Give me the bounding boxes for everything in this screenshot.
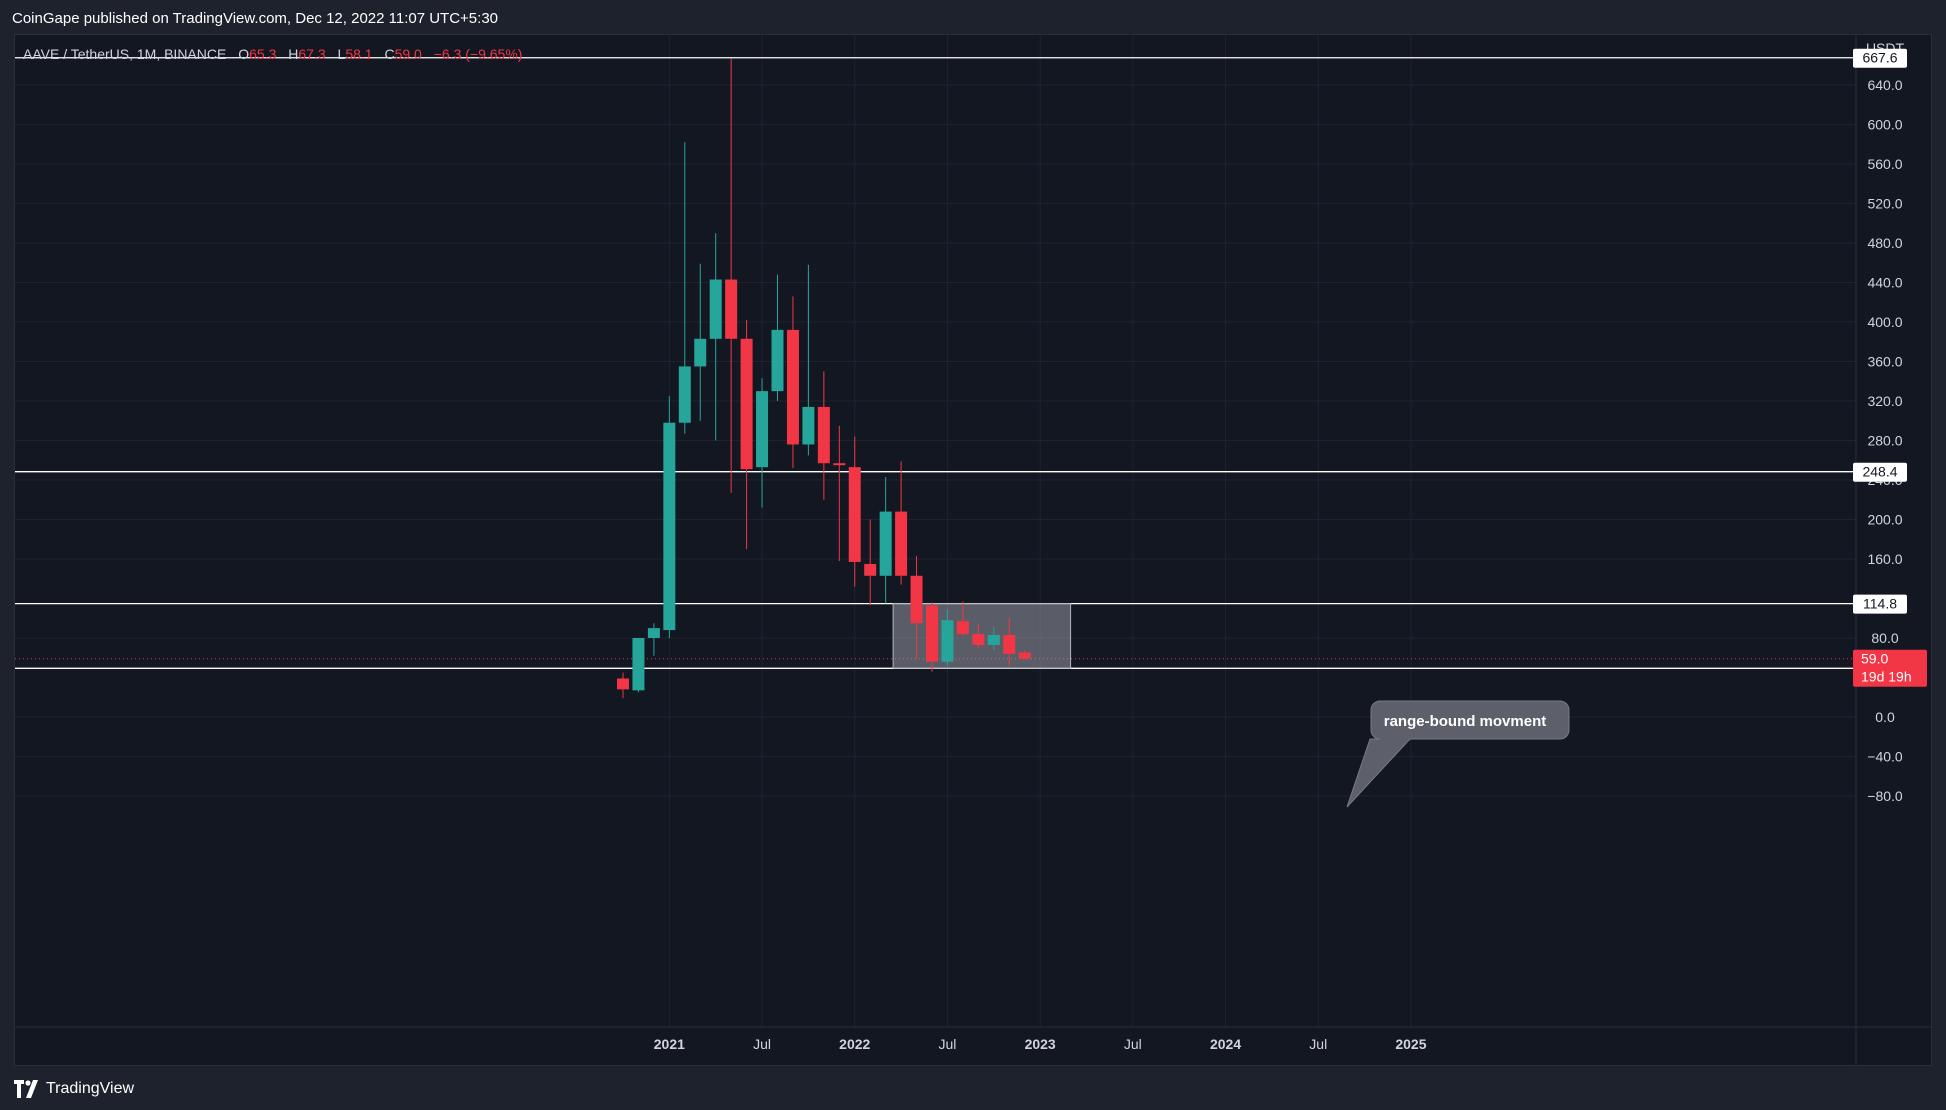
legend-c-value: 59.0 [395, 46, 422, 62]
price-tick-label: 160.0 [1867, 551, 1902, 567]
candle-body[interactable] [786, 329, 799, 445]
tradingview-logo-icon [14, 1080, 38, 1098]
candle-body[interactable] [956, 621, 969, 635]
candle-body[interactable] [1018, 652, 1031, 659]
candle-body[interactable] [879, 511, 892, 576]
price-tick-label: 360.0 [1867, 354, 1902, 370]
price-tick-label: 520.0 [1867, 196, 1902, 212]
legend-change: −6.3 (−9.65%) [434, 46, 523, 62]
chart-frame[interactable]: USDT 640.0 600.0 560.0 520.0 480.0 440.0 400.0… [14, 34, 1932, 1066]
candle-body[interactable] [1003, 635, 1016, 654]
legend-h-value: 67.3 [298, 46, 325, 62]
candle-body[interactable] [663, 422, 676, 631]
price-tick-label: 200.0 [1867, 512, 1902, 528]
candle-body[interactable] [987, 635, 1000, 645]
candle-body[interactable] [972, 634, 985, 645]
candle-body[interactable] [848, 467, 861, 562]
price-tick-label: 640.0 [1867, 77, 1902, 93]
candle-body[interactable] [756, 391, 769, 468]
price-tick-label: 480.0 [1867, 235, 1902, 251]
price-tick-label: 560.0 [1867, 156, 1902, 172]
candle-body[interactable] [678, 366, 691, 423]
time-axis[interactable]: 2021 Jul 2022 Jul 2023 Jul 2024 Jul 2025 [15, 1026, 1931, 1052]
legend-h-label: H [288, 46, 298, 62]
candle-body[interactable] [694, 338, 707, 367]
candle-body[interactable] [647, 628, 660, 638]
footer-bar: TradingView [0, 1070, 1946, 1110]
candle-body[interactable] [941, 620, 954, 662]
range-bound-box [892, 603, 1072, 669]
price-chart[interactable]: USDT 640.0600.0560.0520.0480.0440.0400.0… [15, 35, 1931, 1065]
header-bar: CoinGape published on TradingView.com, D… [0, 0, 1946, 36]
candle-body[interactable] [833, 463, 846, 466]
legend-c-label: C [384, 46, 394, 62]
legend-o-label: O [238, 46, 249, 62]
candle-body[interactable] [910, 575, 923, 624]
candle-body[interactable] [725, 279, 738, 339]
candle-body[interactable] [617, 678, 629, 690]
candle-body[interactable] [802, 406, 815, 445]
price-tick-label: 600.0 [1867, 117, 1902, 133]
chart-background [15, 35, 1931, 1065]
range-box-layer [892, 603, 1072, 669]
time-tick-label: 2023 [1025, 1036, 1056, 1052]
candle-body[interactable] [632, 638, 645, 691]
last-price-tag [1853, 649, 1927, 687]
last-price-tag-label: 59.0 [1861, 651, 1888, 667]
price-tick-label: 0.0 [1875, 709, 1895, 725]
legend-o-value: 65.3 [249, 46, 276, 62]
candle-body[interactable] [817, 406, 830, 464]
time-tick-label: 2025 [1395, 1036, 1426, 1052]
price-tick-label: 280.0 [1867, 433, 1902, 449]
candle-body[interactable] [926, 605, 938, 662]
time-tick-label: Jul [1124, 1036, 1142, 1052]
level-price-tag [1853, 48, 1907, 68]
candle-body[interactable] [771, 329, 784, 392]
candle-body[interactable] [709, 279, 722, 339]
time-tick-label: Jul [753, 1036, 771, 1052]
price-tick-label: 400.0 [1867, 314, 1902, 330]
level-price-tag [1853, 462, 1907, 482]
price-tick-label: −40.0 [1867, 749, 1903, 765]
legend-symbol: AAVE / TetherUS, 1M, BINANCE [23, 46, 226, 62]
legend-l-label: L [338, 46, 346, 62]
annotation-text: range-bound movment [1384, 713, 1547, 730]
candles-layer[interactable] [617, 58, 1031, 699]
tradingview-brand[interactable]: TradingView [14, 1080, 134, 1098]
candle-body[interactable] [864, 563, 877, 576]
level-price-tag-label: 248.4 [1862, 464, 1897, 480]
price-tick-label: 80.0 [1871, 630, 1898, 646]
time-tick-label: 2024 [1210, 1036, 1241, 1052]
candle-body[interactable] [740, 338, 753, 470]
time-tick-label: 2021 [654, 1036, 685, 1052]
level-price-tag [1853, 594, 1907, 614]
brand-name: TradingView [46, 1080, 135, 1097]
candle-body[interactable] [895, 511, 908, 576]
annotation-callout[interactable]: range-bound movment [1346, 700, 1570, 808]
price-axis[interactable]: USDT 640.0600.0560.0520.0480.0440.0400.0… [1855, 35, 1904, 1065]
countdown-label: 19d 19h [1861, 669, 1912, 685]
time-tick-label: 2022 [839, 1036, 870, 1052]
published-info: CoinGape published on TradingView.com, D… [12, 10, 499, 27]
callout-bubble [1346, 700, 1570, 808]
time-tick-label: Jul [1309, 1036, 1327, 1052]
level-price-tag-label: 667.6 [1862, 50, 1897, 66]
legend-l-value: 58.1 [345, 46, 372, 62]
price-tick-label: 440.0 [1867, 275, 1902, 291]
price-tick-label: −80.0 [1867, 788, 1903, 804]
time-tick-label: Jul [938, 1036, 956, 1052]
chart-legend: AAVE / TetherUS, 1M, BINANCE O65.3 H67.3… [23, 46, 522, 62]
level-price-tag-label: 114.8 [1863, 596, 1897, 612]
price-tick-label: 320.0 [1867, 393, 1902, 409]
